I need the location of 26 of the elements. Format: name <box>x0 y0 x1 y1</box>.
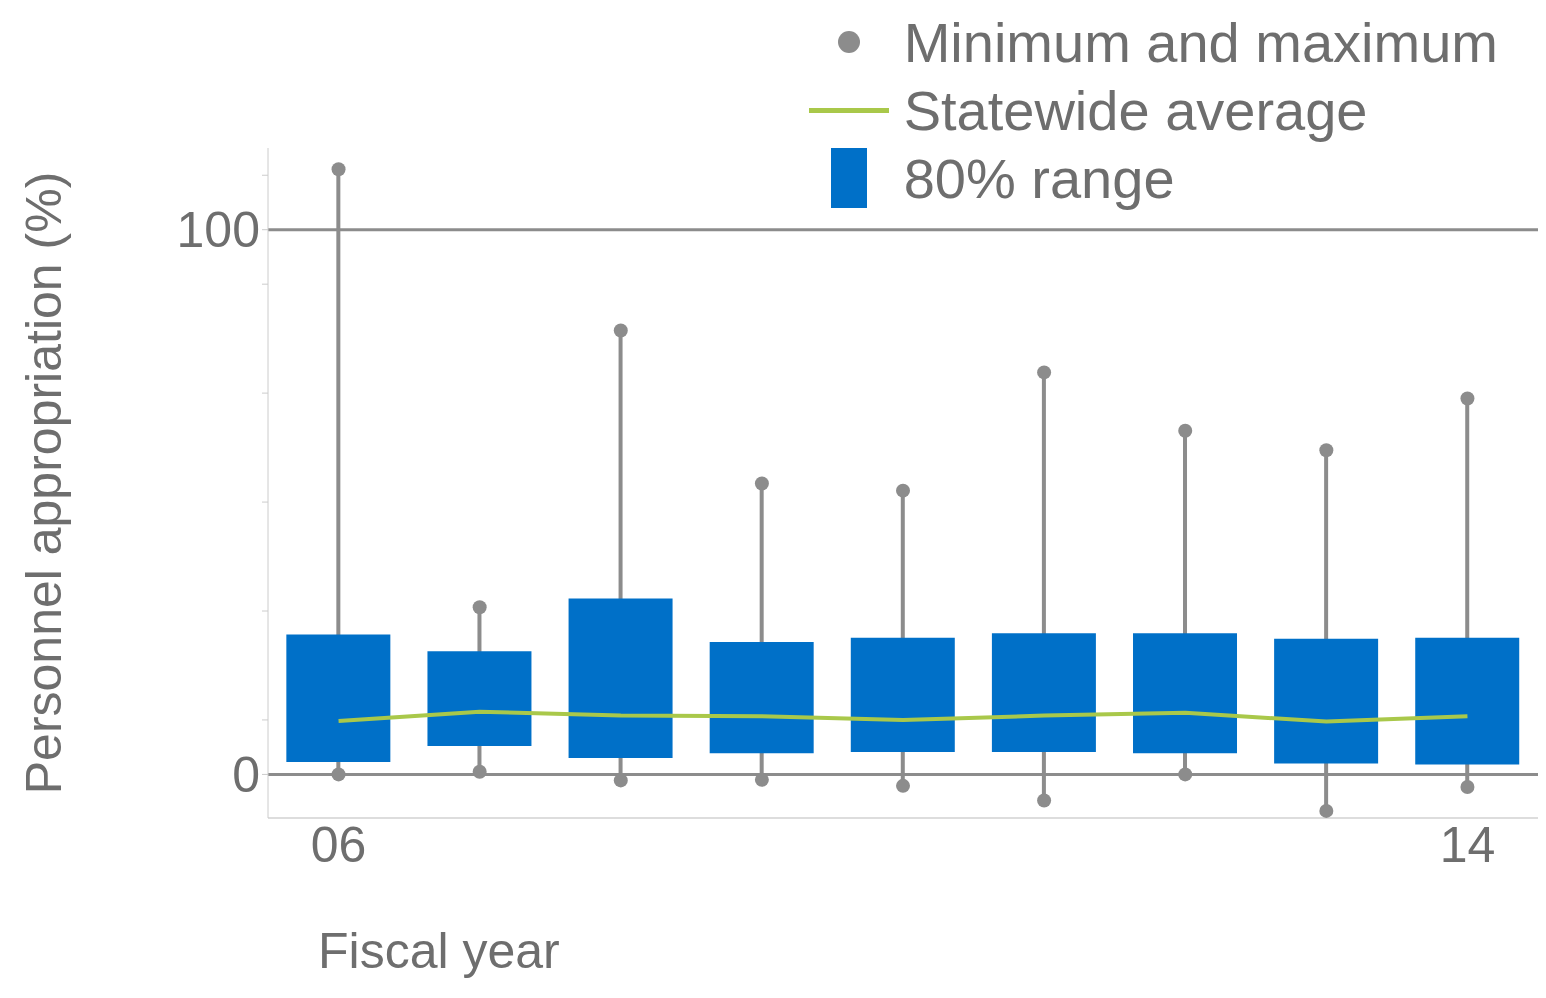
point <box>1460 779 1475 794</box>
legend-label: Statewide average <box>903 77 1368 143</box>
x-axis-title: Fiscal year <box>318 923 560 979</box>
point <box>331 162 346 177</box>
y-tick-label: 100 <box>176 202 260 259</box>
point <box>896 483 910 498</box>
point <box>613 323 628 338</box>
y-tick-label: 0 <box>232 747 260 804</box>
point <box>754 476 769 491</box>
line-series <box>336 709 1470 724</box>
point <box>1319 803 1334 818</box>
x-tick-label: 14 <box>1439 816 1496 873</box>
point <box>1037 793 1052 808</box>
point <box>331 767 346 782</box>
point <box>1178 767 1193 782</box>
point <box>1460 391 1475 406</box>
point <box>472 600 487 615</box>
x-tick-label: 06 <box>310 816 367 873</box>
legend-label: 80% range <box>903 145 1175 211</box>
point <box>1319 443 1334 458</box>
point <box>1037 365 1052 380</box>
point <box>472 764 487 779</box>
point <box>896 778 910 793</box>
y-axis-title: Personnel appropriation (%) <box>15 171 72 795</box>
legend-label: Minimum and maximum <box>903 9 1498 75</box>
point <box>1178 423 1193 438</box>
